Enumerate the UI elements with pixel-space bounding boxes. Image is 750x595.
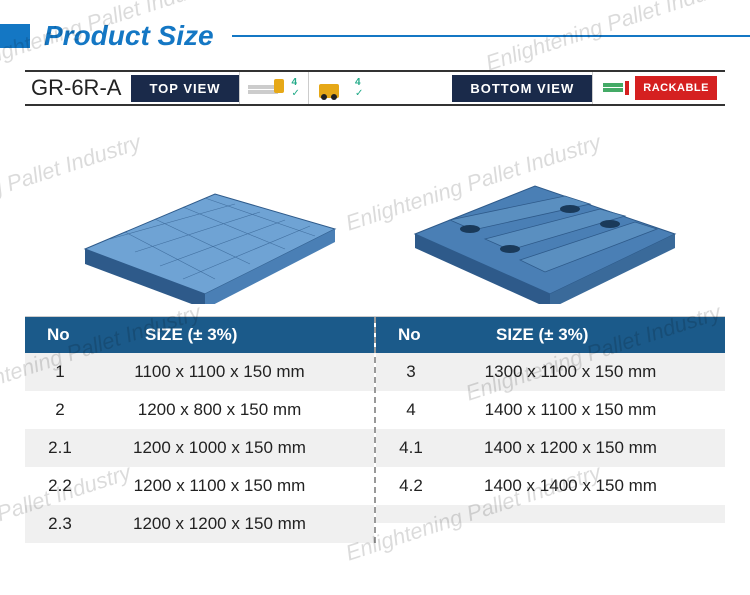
forklift-entry-count: 4 — [355, 77, 363, 88]
table-row: 2.21200 x 1100 x 150 mm — [25, 467, 374, 505]
col-no-left: No — [25, 317, 95, 353]
table-row: 4.11400 x 1200 x 150 mm — [376, 429, 725, 467]
cell-size: 1200 x 1200 x 150 mm — [95, 505, 374, 543]
size-tables: No SIZE (± 3%) 11100 x 1100 x 150 mm2120… — [25, 316, 725, 543]
cell-no: 2.1 — [25, 429, 95, 467]
cell-size: 1400 x 1200 x 150 mm — [446, 429, 725, 467]
table-row: 41400 x 1100 x 150 mm — [376, 391, 725, 429]
palletjack-check-icon: ✓ — [292, 88, 300, 99]
forklift-entry-box: 4 ✓ — [308, 72, 371, 104]
col-no-right: No — [376, 317, 446, 353]
palletjack-icon — [248, 77, 288, 99]
title-bar: Product Size — [0, 20, 750, 52]
title-accent-bar — [0, 24, 30, 48]
cell-no: 2 — [25, 391, 95, 429]
col-size-left: SIZE (± 3%) — [95, 317, 374, 353]
cell-size: 1200 x 1100 x 150 mm — [95, 467, 374, 505]
size-table-right: No SIZE (± 3%) 31300 x 1100 x 150 mm4140… — [376, 317, 725, 543]
cell-size: 1400 x 1400 x 150 mm — [446, 467, 725, 505]
cell-no: 2.2 — [25, 467, 95, 505]
title-underline — [232, 35, 750, 37]
palletjack-entry-info: 4 ✓ — [292, 77, 300, 99]
table-row: 2.11200 x 1000 x 150 mm — [25, 429, 374, 467]
cell-size: 1300 x 1100 x 150 mm — [446, 353, 725, 391]
top-view-label: TOP VIEW — [131, 75, 238, 102]
palletjack-entry-count: 4 — [292, 77, 300, 88]
forklift-check-icon: ✓ — [355, 88, 363, 99]
table-row: 4.21400 x 1400 x 150 mm — [376, 467, 725, 505]
table-row — [376, 505, 725, 523]
pallet-views — [0, 124, 750, 304]
cell-size: 1200 x 800 x 150 mm — [95, 391, 374, 429]
rackable-badge: RACKABLE — [635, 76, 717, 100]
rack-box: RACKABLE — [592, 72, 725, 104]
cell-no: 4.2 — [376, 467, 446, 505]
table-row: 21200 x 800 x 150 mm — [25, 391, 374, 429]
cell-size: 1400 x 1100 x 150 mm — [446, 391, 725, 429]
cell-size: 1100 x 1100 x 150 mm — [95, 353, 374, 391]
cell-no — [376, 505, 446, 523]
page-title: Product Size — [44, 20, 214, 52]
model-number: GR-6R-A — [25, 75, 131, 101]
cell-no: 4.1 — [376, 429, 446, 467]
col-size-right: SIZE (± 3%) — [446, 317, 725, 353]
cell-no: 1 — [25, 353, 95, 391]
forklift-entry-info: 4 ✓ — [355, 77, 363, 99]
palletjack-entry-box: 4 ✓ — [239, 72, 308, 104]
spec-header-row: GR-6R-A TOP VIEW 4 ✓ 4 ✓ BOTTOM VIEW RAC… — [25, 70, 725, 106]
pallet-top-view — [55, 124, 355, 304]
cell-size: 1200 x 1000 x 150 mm — [95, 429, 374, 467]
cell-no: 3 — [376, 353, 446, 391]
cell-no: 4 — [376, 391, 446, 429]
pallet-bottom-view — [395, 124, 695, 304]
table-row: 31300 x 1100 x 150 mm — [376, 353, 725, 391]
table-row: 11100 x 1100 x 150 mm — [25, 353, 374, 391]
forklift-icon — [317, 76, 351, 100]
bottom-view-label: BOTTOM VIEW — [452, 75, 592, 102]
table-row: 2.31200 x 1200 x 150 mm — [25, 505, 374, 543]
rack-clamp-icon — [601, 79, 631, 97]
cell-size — [446, 505, 725, 523]
cell-no: 2.3 — [25, 505, 95, 543]
size-table-left: No SIZE (± 3%) 11100 x 1100 x 150 mm2120… — [25, 317, 376, 543]
